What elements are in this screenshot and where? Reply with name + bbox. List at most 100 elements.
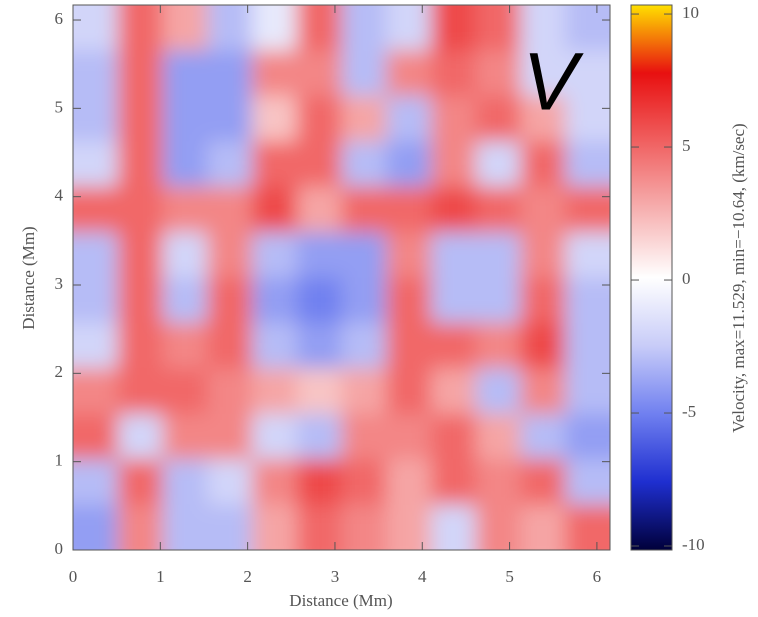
colorbar-tick-label: 0	[682, 269, 691, 288]
heatmap-cell	[386, 459, 431, 505]
heatmap-cell	[521, 278, 566, 324]
heatmap-cell	[163, 459, 208, 505]
heatmap-cell	[252, 505, 297, 571]
heatmap-cell	[207, 368, 252, 414]
heatmap-cell	[476, 96, 521, 142]
heatmap-cell	[163, 0, 208, 51]
heatmap-cell	[53, 50, 118, 96]
x-tick-label: 5	[505, 567, 514, 586]
heatmap-cell	[476, 414, 521, 460]
heatmap-cell	[207, 0, 252, 51]
heatmap-cell	[386, 368, 431, 414]
heatmap-cell	[431, 505, 476, 571]
heatmap-cell	[207, 187, 252, 233]
heatmap-cell	[163, 141, 208, 187]
heatmap-cell	[342, 278, 387, 324]
heatmap-cell	[386, 187, 431, 233]
heatmap-cell	[252, 232, 297, 278]
heatmap-cell	[431, 414, 476, 460]
heatmap-cell	[297, 50, 342, 96]
heatmap-cell	[207, 232, 252, 278]
heatmap-cell	[252, 141, 297, 187]
heatmap-cell	[297, 505, 342, 571]
heatmap-cell	[297, 323, 342, 369]
heatmap-cell	[297, 459, 342, 505]
heatmap-cell	[431, 459, 476, 505]
x-tick-label: 2	[243, 567, 252, 586]
y-tick-label: 1	[55, 451, 64, 470]
heatmap-cell	[342, 187, 387, 233]
heatmap-cell	[252, 0, 297, 51]
heatmap-cell	[386, 50, 431, 96]
heatmap-cell	[476, 505, 521, 571]
heatmap-cell	[163, 505, 208, 571]
heatmap-cell	[163, 96, 208, 142]
heatmap-cell	[476, 187, 521, 233]
chart: V Distance (Mm) Distance (Mm) Velocity, …	[0, 0, 758, 617]
heatmap-cell	[386, 0, 431, 51]
heatmap-cell	[386, 323, 431, 369]
heatmap-cell	[118, 368, 163, 414]
colorbar-tick-label: -10	[682, 535, 705, 554]
heatmap-cell	[431, 50, 476, 96]
heatmap-cell	[342, 414, 387, 460]
heatmap-cell	[118, 505, 163, 571]
heatmap-cell	[207, 141, 252, 187]
heatmap-cell	[118, 459, 163, 505]
colorbar-tick-label: 5	[682, 136, 691, 155]
heatmap-cell	[565, 323, 630, 369]
heatmap-cell	[565, 505, 630, 571]
heatmap-cell	[431, 278, 476, 324]
y-tick-label: 2	[55, 362, 64, 381]
y-tick-label: 3	[55, 274, 64, 293]
colorbar-tick-label: 10	[682, 3, 699, 22]
heatmap-cell	[476, 368, 521, 414]
heatmap-cell	[342, 323, 387, 369]
heatmap-cell	[386, 96, 431, 142]
heatmap-cell	[207, 505, 252, 571]
heatmap-cell	[53, 505, 118, 571]
heatmap-cell	[565, 232, 630, 278]
heatmap-cell	[118, 96, 163, 142]
heatmap-cell	[118, 278, 163, 324]
heatmap-cell	[207, 323, 252, 369]
heatmap-cell	[565, 141, 630, 187]
heatmap-cell	[565, 278, 630, 324]
heatmap-cell	[431, 187, 476, 233]
heatmap-cell	[118, 232, 163, 278]
heatmap-cell	[252, 368, 297, 414]
heatmap-cell	[521, 232, 566, 278]
heatmap-cell	[163, 232, 208, 278]
heatmap-cell	[118, 323, 163, 369]
heatmap-cell	[252, 278, 297, 324]
colorbar	[631, 5, 672, 550]
y-axis-label: Distance (Mm)	[19, 226, 38, 329]
heatmap-cell	[297, 141, 342, 187]
heatmap-cell	[163, 368, 208, 414]
heatmap-cell	[163, 187, 208, 233]
heatmap-cell	[252, 459, 297, 505]
heatmap-cell	[163, 278, 208, 324]
heatmap-cell	[386, 278, 431, 324]
heatmap-cell	[297, 187, 342, 233]
heatmap-cell	[521, 141, 566, 187]
annotation: V	[523, 37, 585, 128]
heatmap-cell	[163, 414, 208, 460]
heatmap-cell	[53, 232, 118, 278]
heatmap-cell	[207, 96, 252, 142]
colorbar-label: Velocity, max=11.529, min=−10.64, (km/se…	[729, 123, 748, 432]
x-tick-label: 1	[156, 567, 165, 586]
heatmap-cell	[386, 141, 431, 187]
heatmap-cell	[431, 0, 476, 51]
heatmap-cell	[476, 141, 521, 187]
heatmap-cell	[476, 459, 521, 505]
heatmap-cell	[252, 414, 297, 460]
heatmap-cell	[521, 368, 566, 414]
y-tick-label: 4	[55, 186, 64, 205]
heatmap-cell	[118, 0, 163, 51]
y-tick-label: 5	[55, 97, 64, 116]
x-tick-label: 3	[331, 567, 340, 586]
heatmap-cell	[342, 96, 387, 142]
heatmap-cell	[521, 187, 566, 233]
heatmap-cell	[521, 505, 566, 571]
